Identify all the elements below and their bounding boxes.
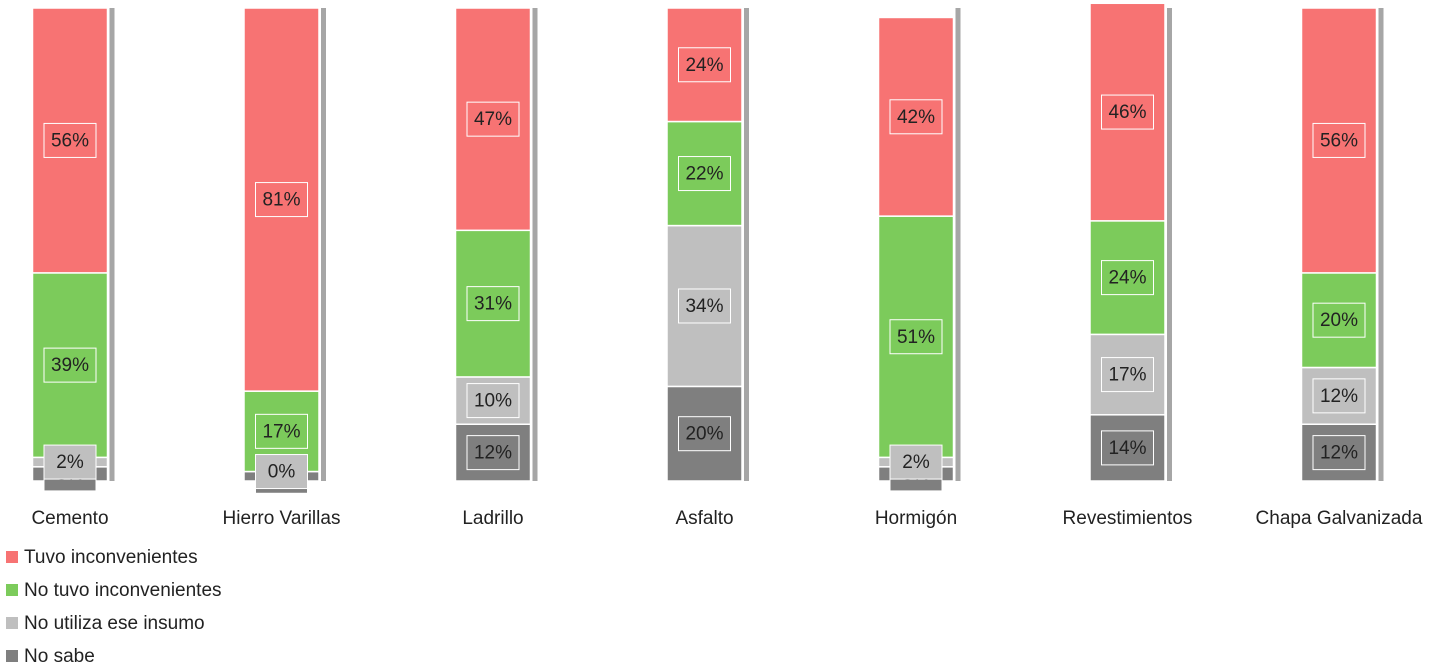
data-label-box	[43, 444, 97, 480]
data-label-box	[466, 435, 520, 471]
x-tick-label: Asfalto	[675, 508, 733, 529]
data-label-box	[1101, 357, 1154, 393]
data-label: 56%	[1320, 130, 1358, 151]
x-tick-label: Revestimientos	[1063, 508, 1193, 529]
data-label: 42%	[897, 107, 935, 128]
data-label-box	[889, 99, 943, 135]
data-label-box	[678, 416, 731, 452]
data-label-box	[678, 156, 731, 192]
data-label: 47%	[474, 109, 512, 130]
data-label: 20%	[1320, 310, 1358, 331]
data-label: 34%	[685, 296, 723, 317]
data-label: 12%	[474, 443, 512, 464]
data-label: 2%	[56, 452, 84, 473]
data-label-box	[889, 319, 943, 355]
bar-shadow	[109, 8, 115, 481]
bar-shadow	[532, 8, 538, 481]
bar-shadow	[1378, 8, 1384, 481]
legend-swatch	[6, 551, 18, 563]
data-label: 10%	[474, 391, 512, 412]
data-label-box	[1312, 122, 1366, 158]
data-label-box	[255, 454, 308, 490]
x-tick-label: Cemento	[31, 508, 108, 529]
data-label: 0%	[268, 462, 296, 483]
data-label: 2%	[902, 452, 930, 473]
bar-shadow	[744, 8, 749, 481]
data-label: 24%	[685, 55, 723, 76]
data-label: 39%	[51, 355, 89, 376]
data-label-box	[889, 444, 943, 480]
data-label-box	[466, 383, 520, 419]
legend-swatch	[6, 650, 18, 662]
x-tick-label: Chapa Galvanizada	[1256, 508, 1423, 529]
data-label-box	[255, 182, 308, 218]
data-label: 12%	[1320, 443, 1358, 464]
data-label: 17%	[1108, 365, 1146, 386]
data-label-box	[1312, 302, 1366, 338]
x-tick-label: Hormigón	[875, 508, 957, 529]
data-label: 24%	[1108, 268, 1146, 289]
data-label-box	[466, 101, 520, 137]
x-tick-label: Ladrillo	[462, 508, 523, 529]
data-label-box	[1101, 430, 1154, 466]
bar-shadow	[321, 8, 326, 481]
legend-label: Tuvo inconvenientes	[24, 547, 198, 568]
legend-swatch	[6, 584, 18, 596]
legend-label: No sabe	[24, 646, 95, 667]
data-label: 12%	[1320, 386, 1358, 407]
legend-label: No utiliza ese insumo	[24, 613, 205, 634]
data-label-box	[43, 347, 97, 383]
data-label-box	[1312, 435, 1366, 471]
data-label: 22%	[685, 164, 723, 185]
data-label: 51%	[897, 327, 935, 348]
data-label-box	[1101, 260, 1154, 296]
data-label-box	[466, 286, 520, 322]
legend-swatch	[6, 617, 18, 629]
data-label: 14%	[1108, 438, 1146, 459]
data-label-box	[43, 122, 97, 158]
data-label: 56%	[51, 130, 89, 151]
data-label: 20%	[685, 424, 723, 445]
data-label: 81%	[262, 190, 300, 211]
data-label: 46%	[1108, 102, 1146, 123]
data-label-box	[678, 47, 731, 83]
data-label: 17%	[262, 421, 300, 442]
data-label-box	[1101, 94, 1154, 130]
data-label: 31%	[474, 294, 512, 315]
x-tick-label: Hierro Varillas	[223, 508, 341, 529]
legend-label: No tuvo inconvenientes	[24, 580, 222, 601]
data-label-box	[678, 288, 731, 324]
bar-shadow	[1167, 8, 1172, 481]
data-label-box	[255, 413, 308, 449]
bar-shadow	[955, 8, 961, 481]
data-label-box	[1312, 378, 1366, 414]
